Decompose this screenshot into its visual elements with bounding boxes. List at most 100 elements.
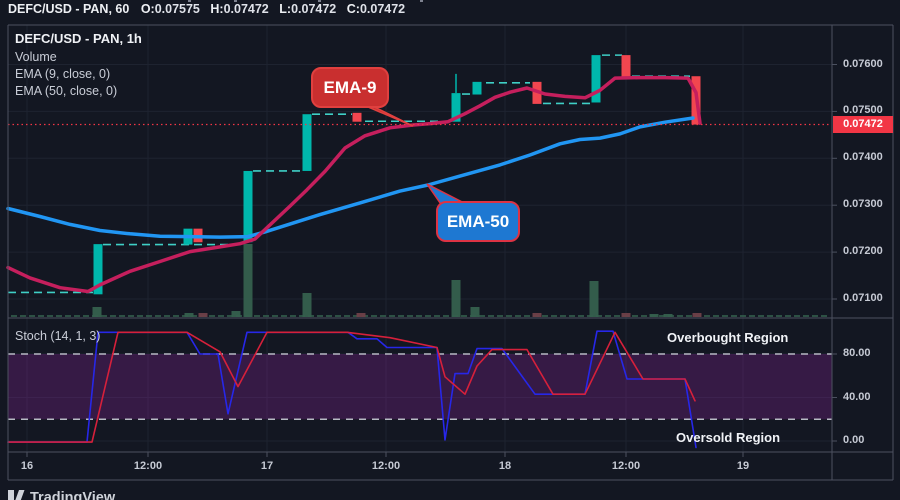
volume-baseline-bar <box>434 315 440 317</box>
volume-bar <box>243 244 253 317</box>
volume-baseline-bar <box>173 315 179 317</box>
volume-baseline-bar <box>614 315 620 317</box>
volume-baseline-bar <box>704 315 710 317</box>
candlestick[interactable] <box>93 244 103 295</box>
price-axis-label: 0.07400 <box>843 151 883 164</box>
volume-baseline-bar <box>218 315 224 317</box>
volume-baseline-bar <box>344 315 350 317</box>
volume-baseline-bar <box>74 315 80 317</box>
volume-baseline-bar <box>101 315 107 317</box>
volume-baseline-bar <box>164 315 170 317</box>
price-axis-label: 0.07500 <box>843 104 883 117</box>
tradingview-watermark-text: TradingView <box>30 490 116 500</box>
volume-baseline-bar <box>497 315 503 317</box>
volume-baseline-bar <box>542 315 548 317</box>
volume-bar <box>231 311 241 317</box>
price-axis-label: 0.07300 <box>843 198 883 211</box>
volume-baseline-bar <box>137 315 143 317</box>
ohlc-low: L:0.07472 <box>279 2 337 16</box>
time-axis-label: 19 <box>736 460 750 472</box>
time-axis[interactable]: 16 12:00 17 12:00 18 12:00 19 <box>8 452 893 480</box>
volume-baseline-bar <box>38 315 44 317</box>
volume-baseline-bar <box>425 315 431 317</box>
candlestick[interactable] <box>621 55 631 78</box>
volume-baseline-bar <box>65 315 71 317</box>
time-axis-label: 12:00 <box>133 460 163 472</box>
volume-baseline-bar <box>416 315 422 317</box>
candlestick[interactable] <box>472 81 482 95</box>
legend-volume[interactable]: Volume <box>15 50 57 64</box>
volume-baseline-bar <box>281 315 287 317</box>
chart-legend: DEFC/USD - PAN, 1h Volume EMA (9, close,… <box>15 31 142 101</box>
oversold-region-label: Oversold Region <box>676 430 781 445</box>
volume-baseline-bar <box>299 315 305 317</box>
volume-bar <box>451 280 461 317</box>
volume-baseline-bar <box>776 315 782 317</box>
price-axis[interactable]: 0.07600 0.07500 0.07400 0.07300 0.07200 0.071… <box>832 25 893 452</box>
volume-bar <box>692 313 702 317</box>
volume-baseline-bar <box>29 315 35 317</box>
volume-baseline-bar <box>353 315 359 317</box>
volume-baseline-bar <box>641 315 647 317</box>
volume-baseline-bar <box>20 315 26 317</box>
volume-baseline-bar <box>119 315 125 317</box>
volume-baseline-bar <box>146 315 152 317</box>
ema9-callout[interactable]: EMA-9 <box>311 67 389 108</box>
volume-baseline-bar <box>551 315 557 317</box>
volume-baseline-bar <box>524 315 530 317</box>
volume-baseline-bar <box>290 315 296 317</box>
candlestick[interactable] <box>591 55 601 103</box>
ema50-callout[interactable]: EMA-50 <box>436 201 520 242</box>
stoch-axis-label: 40.00 <box>843 390 871 403</box>
volume-baseline-bar <box>155 315 161 317</box>
legend-ema50[interactable]: EMA (50, close, 0) <box>15 84 118 98</box>
volume-baseline-bar <box>209 315 215 317</box>
volume-baseline-bar <box>326 315 332 317</box>
volume-baseline-bar <box>632 315 638 317</box>
volume-baseline-bar <box>263 315 269 317</box>
volume-bar <box>92 307 102 317</box>
time-axis-label: 12:00 <box>371 460 401 472</box>
volume-bar <box>184 313 194 317</box>
clipped-text-fragment <box>420 0 423 2</box>
candlestick[interactable] <box>451 93 461 122</box>
volume-baseline-bar <box>335 315 341 317</box>
volume-bar <box>589 281 599 317</box>
symbol-title[interactable]: DEFC/USD - PAN, 60 <box>8 2 130 16</box>
last-price-badge: 0.07472 <box>833 116 893 133</box>
volume-baseline-bar <box>749 315 755 317</box>
legend-ema9[interactable]: EMA (9, close, 0) <box>15 67 111 81</box>
volume-baseline-bar <box>794 315 800 317</box>
volume-baseline-bar <box>461 315 467 317</box>
volume-baseline-bar <box>758 315 764 317</box>
tradingview-watermark[interactable]: TradingView <box>8 490 115 500</box>
candlestick[interactable] <box>352 112 362 122</box>
volume-baseline-bar <box>713 315 719 317</box>
volume-baseline-bar <box>596 315 602 317</box>
volume-baseline-bar <box>11 315 17 317</box>
stoch-legend[interactable]: Stoch (14, 1, 3) <box>15 329 101 343</box>
volume-baseline-bar <box>83 315 89 317</box>
volume-baseline-bar <box>569 315 575 317</box>
overbought-region-label: Overbought Region <box>667 330 789 345</box>
candlestick[interactable] <box>243 170 253 243</box>
candlestick[interactable] <box>302 114 312 171</box>
legend-symbol[interactable]: DEFC/USD - PAN, 1h <box>15 31 142 46</box>
volume-bar <box>649 314 659 317</box>
volume-baseline-bar <box>479 315 485 317</box>
price-axis-label: 0.07100 <box>843 292 883 304</box>
stoch-axis-label: 0.00 <box>843 434 865 446</box>
volume-baseline-bar <box>128 315 134 317</box>
time-axis-label: 12:00 <box>611 460 641 472</box>
clipped-text-fragment <box>318 0 321 2</box>
ema9-line <box>6 75 702 294</box>
volume-baseline-bar <box>821 315 827 317</box>
volume-bar <box>302 293 312 317</box>
clipped-text-fragment <box>234 0 237 2</box>
volume-baseline-bar <box>272 315 278 317</box>
volume-bar <box>663 314 673 317</box>
price-axis-label: 0.07200 <box>843 245 883 258</box>
time-axis-label: 16 <box>20 460 34 472</box>
